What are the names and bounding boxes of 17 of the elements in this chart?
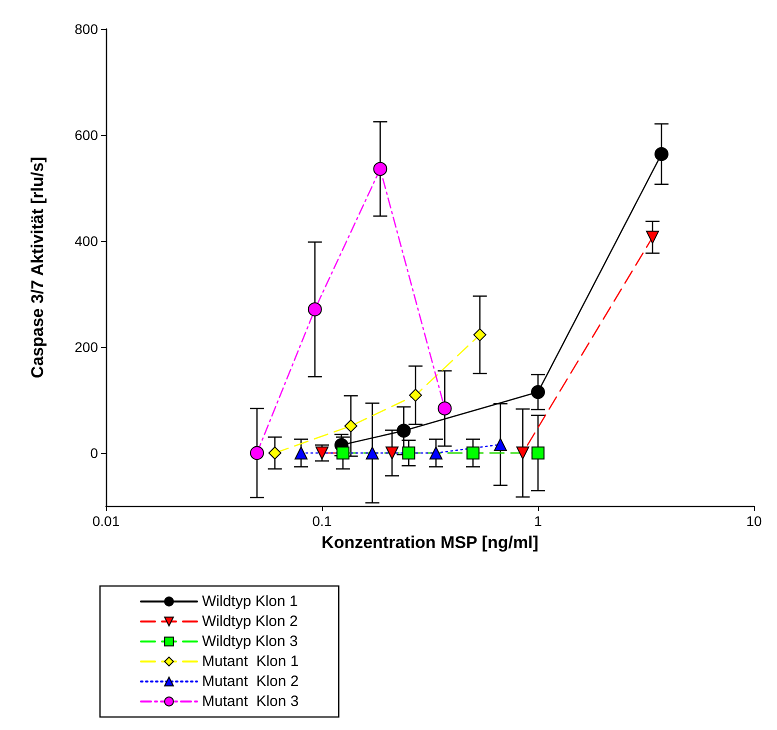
x-tick-label: 0.01	[92, 513, 120, 529]
y-tick-label: 600	[74, 127, 98, 143]
legend-label: Wildtyp Klon 3	[202, 633, 298, 650]
x-tick-label: 1	[534, 513, 542, 529]
y-axis-title: Caspase 3/7 Aktivität [rlu/s]	[28, 156, 47, 378]
y-tick-label: 0	[90, 445, 98, 461]
legend-label: Wildtyp Klon 2	[202, 613, 298, 630]
legend-label: Mutant Klon 1	[202, 653, 299, 670]
x-axis-title: Konzentration MSP [ng/ml]	[322, 533, 538, 552]
legend-label: Mutant Klon 2	[202, 673, 299, 690]
x-tick-label: 0.1	[312, 513, 332, 529]
x-tick-label: 10	[746, 513, 762, 529]
y-tick-label: 400	[74, 233, 98, 249]
legend-label: Mutant Klon 3	[202, 693, 299, 710]
y-tick-label: 200	[74, 339, 98, 355]
y-tick-label: 800	[74, 21, 98, 37]
legend-label: Wildtyp Klon 1	[202, 593, 298, 610]
